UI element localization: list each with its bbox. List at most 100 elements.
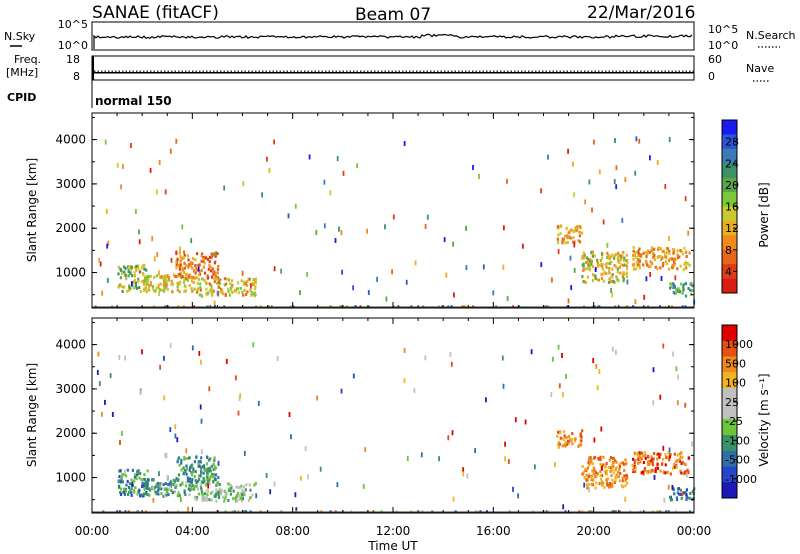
echo-cell — [148, 493, 151, 497]
echo-cell — [626, 481, 629, 485]
echo-cell — [164, 189, 167, 195]
echo-cell — [621, 476, 624, 480]
echo-cell — [158, 160, 161, 165]
echo-cell — [151, 478, 154, 482]
echo-cell — [564, 241, 567, 245]
echo-cell — [145, 290, 148, 294]
echo-cell — [680, 492, 683, 496]
echo-cell — [603, 485, 606, 489]
echo-cell — [149, 167, 152, 173]
echo-cell — [227, 499, 230, 502]
echo-cell — [664, 260, 667, 264]
echo-cell — [671, 263, 674, 267]
echo-cell — [562, 430, 566, 434]
echo-cell — [615, 475, 618, 479]
echo-cell — [682, 283, 685, 287]
echo-cell — [571, 442, 574, 446]
echo-cell — [124, 274, 127, 277]
echo-cell — [141, 485, 144, 489]
echo-cell — [229, 282, 232, 286]
echo-cell — [162, 283, 165, 287]
echo-cell — [241, 270, 244, 276]
echo-cell — [149, 488, 152, 492]
echo-cell — [678, 288, 681, 292]
echo-cell — [665, 250, 668, 254]
echo-cell — [336, 156, 339, 162]
echo-cell — [237, 485, 240, 489]
echo-cell — [153, 256, 156, 262]
echo-cell — [634, 470, 637, 474]
echo-cell — [121, 491, 124, 494]
echo-cell — [651, 463, 655, 467]
echo-cell — [582, 471, 585, 475]
echo-cell — [637, 461, 640, 465]
echo-cell — [144, 277, 147, 281]
echo-cell — [118, 484, 121, 488]
echo-cell — [220, 488, 223, 492]
echo-cell — [685, 266, 688, 270]
echo-cell — [619, 254, 622, 258]
echo-cell — [597, 457, 600, 460]
echo-cell — [123, 490, 126, 494]
echo-cell — [557, 443, 560, 446]
echo-cell — [280, 268, 282, 274]
echo-cell — [667, 259, 671, 263]
echo-cell — [238, 497, 241, 501]
echo-cell — [583, 476, 586, 480]
echo-cell — [252, 278, 255, 282]
echo-cell — [617, 279, 620, 283]
echo-cell — [203, 498, 207, 502]
echo-cell — [172, 482, 175, 486]
echo-cell — [507, 459, 510, 465]
echo-cell — [213, 280, 216, 284]
echo-cell — [219, 492, 223, 496]
echo-cell — [530, 349, 533, 355]
echo-cell — [224, 292, 227, 296]
echo-cell — [596, 385, 599, 391]
echo-cell — [197, 462, 200, 466]
echo-cell — [685, 493, 688, 497]
echo-cell — [559, 436, 562, 440]
echo-cell — [156, 485, 159, 489]
echo-cell — [524, 419, 527, 425]
echo-cell — [215, 499, 218, 503]
echo-cell — [192, 281, 195, 284]
echo-cell — [669, 472, 672, 476]
echo-cell — [656, 452, 659, 456]
echo-cell — [608, 277, 611, 281]
echo-cell — [362, 483, 365, 489]
echo-cell — [203, 469, 207, 472]
echo-cell — [235, 499, 238, 503]
echo-cell — [591, 462, 594, 466]
echo-cell — [118, 283, 121, 287]
echo-cell — [156, 252, 159, 258]
echo-cell — [607, 281, 611, 284]
echo-cell — [666, 247, 669, 251]
freq-right-tick-top: 60 — [708, 53, 722, 66]
echo-cell — [123, 270, 126, 274]
echo-cell — [414, 260, 417, 266]
echo-cell — [573, 437, 577, 441]
echo-cell — [201, 252, 204, 256]
echo-cell — [209, 288, 212, 292]
echo-cell — [606, 242, 609, 248]
echo-cell — [413, 387, 416, 393]
echo-cell — [209, 469, 212, 473]
echo-cell — [578, 230, 581, 234]
echo-cell — [205, 462, 208, 466]
echo-cell — [187, 265, 190, 269]
echo-cell — [590, 260, 593, 264]
echo-cell — [200, 469, 203, 473]
echo-cell — [601, 465, 603, 471]
echo-cell — [557, 344, 560, 350]
echo-cell — [210, 275, 214, 279]
colorbar-segment — [722, 235, 737, 251]
echo-cell — [633, 459, 637, 463]
echo-cell — [681, 290, 684, 294]
echo-cell — [240, 279, 243, 283]
echo-cell — [107, 240, 110, 246]
echo-cell — [506, 178, 508, 184]
echo-cell — [194, 479, 197, 482]
colorbar-frame — [721, 324, 738, 499]
echo-cell — [266, 156, 268, 162]
